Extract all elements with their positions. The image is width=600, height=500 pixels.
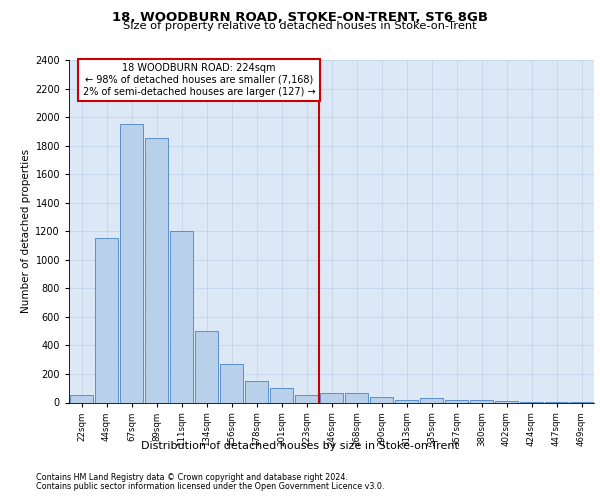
Bar [445,400,469,402]
Bar [170,231,193,402]
Bar [470,400,493,402]
Bar [320,392,343,402]
Text: Contains public sector information licensed under the Open Government Licence v3: Contains public sector information licen… [36,482,385,491]
Bar [145,138,169,402]
Bar [295,396,319,402]
Text: Size of property relative to detached houses in Stoke-on-Trent: Size of property relative to detached ho… [123,21,477,31]
Bar [95,238,118,402]
Bar [70,396,94,402]
Bar [395,400,418,402]
Bar [370,397,394,402]
Bar [494,401,518,402]
Text: 18, WOODBURN ROAD, STOKE-ON-TRENT, ST6 8GB: 18, WOODBURN ROAD, STOKE-ON-TRENT, ST6 8… [112,11,488,24]
Bar [220,364,244,403]
Text: 18 WOODBURN ROAD: 224sqm
← 98% of detached houses are smaller (7,168)
2% of semi: 18 WOODBURN ROAD: 224sqm ← 98% of detach… [83,64,316,96]
Bar [419,398,443,402]
Bar [194,331,218,402]
Bar [269,388,293,402]
Bar [245,381,268,402]
Y-axis label: Number of detached properties: Number of detached properties [21,149,31,314]
Text: Contains HM Land Registry data © Crown copyright and database right 2024.: Contains HM Land Registry data © Crown c… [36,472,348,482]
Text: Distribution of detached houses by size in Stoke-on-Trent: Distribution of detached houses by size … [141,441,459,451]
Bar [119,124,143,402]
Bar [344,392,368,402]
